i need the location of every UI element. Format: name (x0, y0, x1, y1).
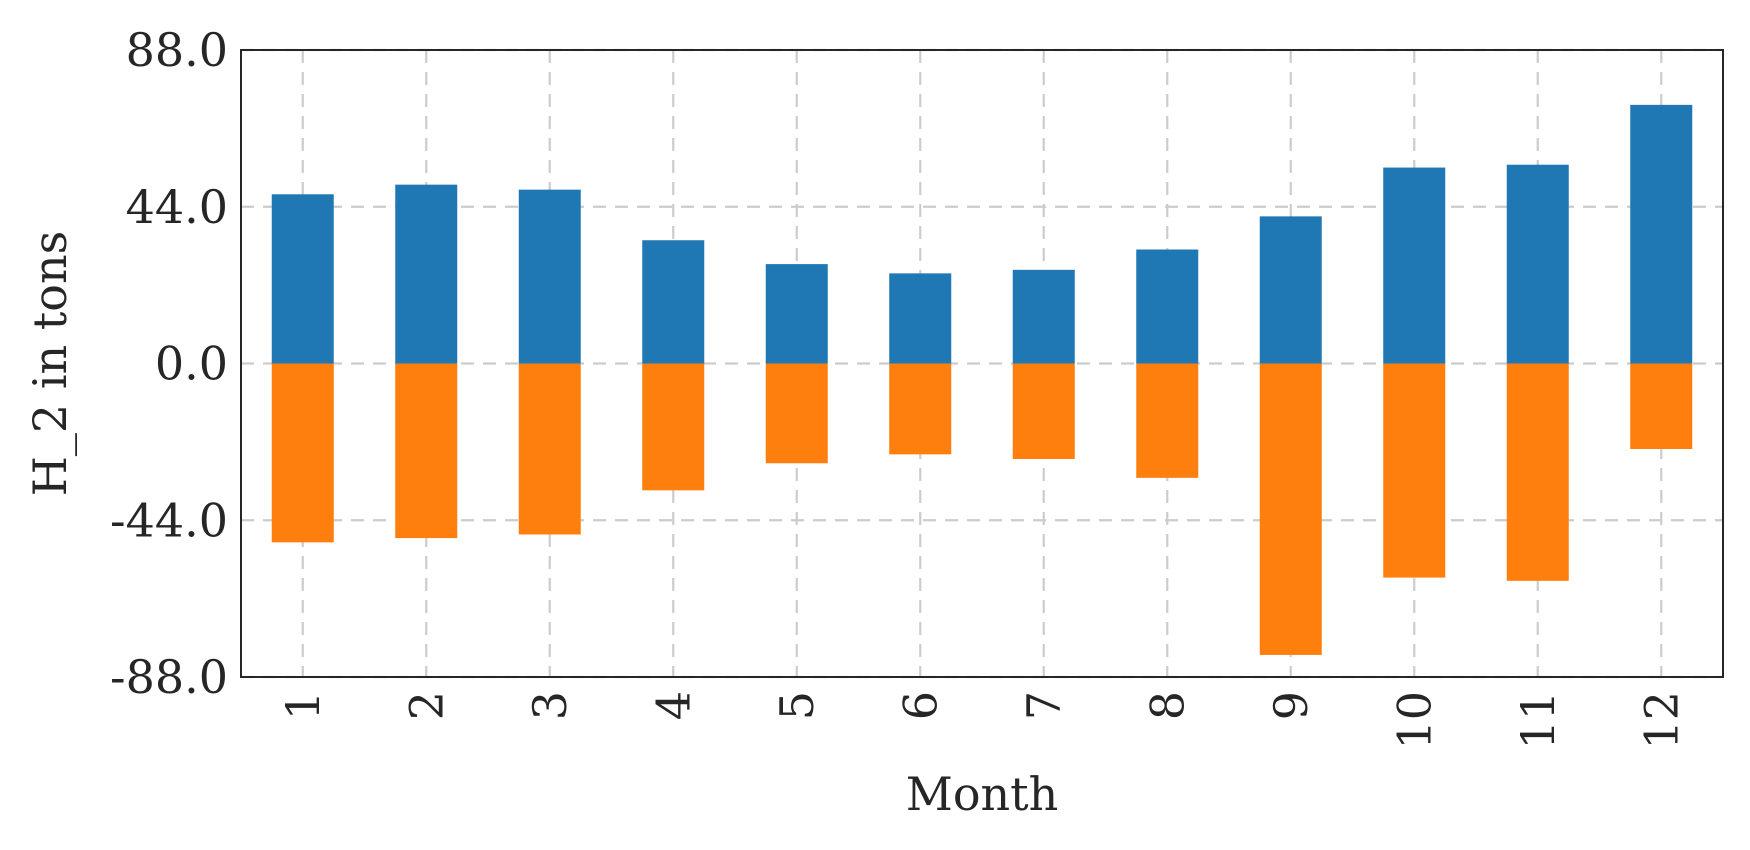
positive-bar-month-8 (1136, 249, 1199, 364)
positive-bar-month-12 (1630, 104, 1693, 364)
x-tick-label: 6 (893, 691, 947, 720)
y-tick-label: 88.0 (126, 23, 228, 77)
negative-bar-month-12 (1630, 363, 1693, 449)
positive-bar-month-7 (1012, 269, 1075, 364)
negative-bar-month-3 (518, 363, 581, 535)
negative-bar-month-2 (395, 363, 458, 539)
negative-bar-month-8 (1136, 363, 1199, 478)
x-tick-label: 8 (1140, 691, 1194, 720)
negative-bar-month-7 (1012, 363, 1075, 459)
grid-layer (241, 48, 1723, 679)
bars-layer (271, 104, 1693, 655)
y-axis-label: H_2 in tons (23, 231, 77, 496)
plot-frame (240, 49, 1724, 678)
negative-bar-month-6 (889, 363, 952, 455)
y-tick-label: -44.0 (110, 493, 228, 547)
x-tick-label: 11 (1511, 691, 1565, 750)
negative-bar-month-4 (642, 363, 705, 491)
positive-bar-month-2 (395, 184, 458, 364)
y-tick-labels: 88.0 44.0 0.0 -44.0 -88.0 (110, 23, 228, 704)
x-tick-label: 2 (399, 691, 453, 720)
negative-bar-month-10 (1383, 363, 1446, 578)
x-tick-labels: 1 2 3 4 5 6 7 8 9 10 11 12 (276, 691, 1689, 750)
y-tick-label: 44.0 (126, 180, 228, 234)
x-tick-label: 1 (276, 691, 330, 720)
positive-bar-month-9 (1259, 216, 1322, 364)
positive-bar-month-1 (271, 194, 334, 364)
x-tick-label: 12 (1634, 691, 1688, 750)
positive-bar-month-10 (1383, 167, 1446, 364)
positive-bar-month-11 (1506, 164, 1569, 364)
x-tick-label: 3 (523, 691, 577, 720)
x-tick-label: 5 (770, 691, 824, 720)
x-tick-label: 4 (646, 691, 700, 720)
x-tick-label: 10 (1387, 691, 1441, 750)
positive-bar-month-6 (889, 273, 952, 364)
positive-bar-month-5 (765, 264, 828, 364)
negative-bar-month-11 (1506, 363, 1569, 581)
x-tick-label: 7 (1017, 691, 1071, 720)
negative-bar-month-9 (1259, 363, 1322, 655)
x-tick-label: 9 (1264, 691, 1318, 720)
y-tick-label: 0.0 (155, 337, 228, 391)
positive-bar-month-4 (642, 240, 705, 364)
positive-bar-month-3 (518, 189, 581, 364)
y-tick-label: -88.0 (110, 650, 228, 704)
negative-bar-month-1 (271, 363, 334, 543)
x-axis-label: Month (906, 767, 1059, 821)
negative-bar-month-5 (765, 363, 828, 464)
